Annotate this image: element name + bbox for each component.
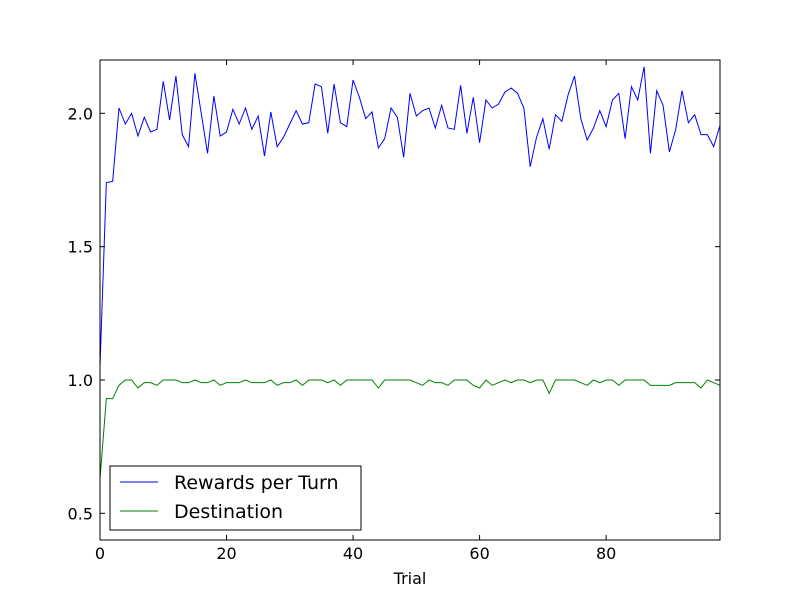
legend-entry-label: Destination (174, 501, 283, 523)
y-tick-label: 2.0 (68, 104, 93, 123)
legend-box (109, 465, 362, 531)
series-line-destination (99, 379, 721, 479)
y-tick-label: 0.5 (68, 504, 93, 523)
legend-entry-label: Rewards per Turn (174, 472, 339, 494)
x-tick-label: 60 (469, 544, 489, 563)
y-tick-label: 1.5 (68, 238, 93, 257)
plot-lines (99, 66, 721, 479)
legend: Rewards per Turn Destination (109, 465, 362, 531)
x-axis-label: Trial (393, 569, 427, 588)
tick-labels: 0 20 40 60 80 0.5 1.0 1.5 2.0 (68, 104, 617, 563)
x-tick-label: 0 (95, 544, 105, 563)
axes-frame (99, 59, 721, 541)
x-tick-label: 80 (596, 544, 616, 563)
x-tick-label: 20 (216, 544, 236, 563)
x-tick-label: 40 (343, 544, 363, 563)
series-line-rewards-per-turn (99, 66, 721, 367)
y-tick-label: 1.0 (68, 371, 93, 390)
ticks (99, 60, 720, 540)
